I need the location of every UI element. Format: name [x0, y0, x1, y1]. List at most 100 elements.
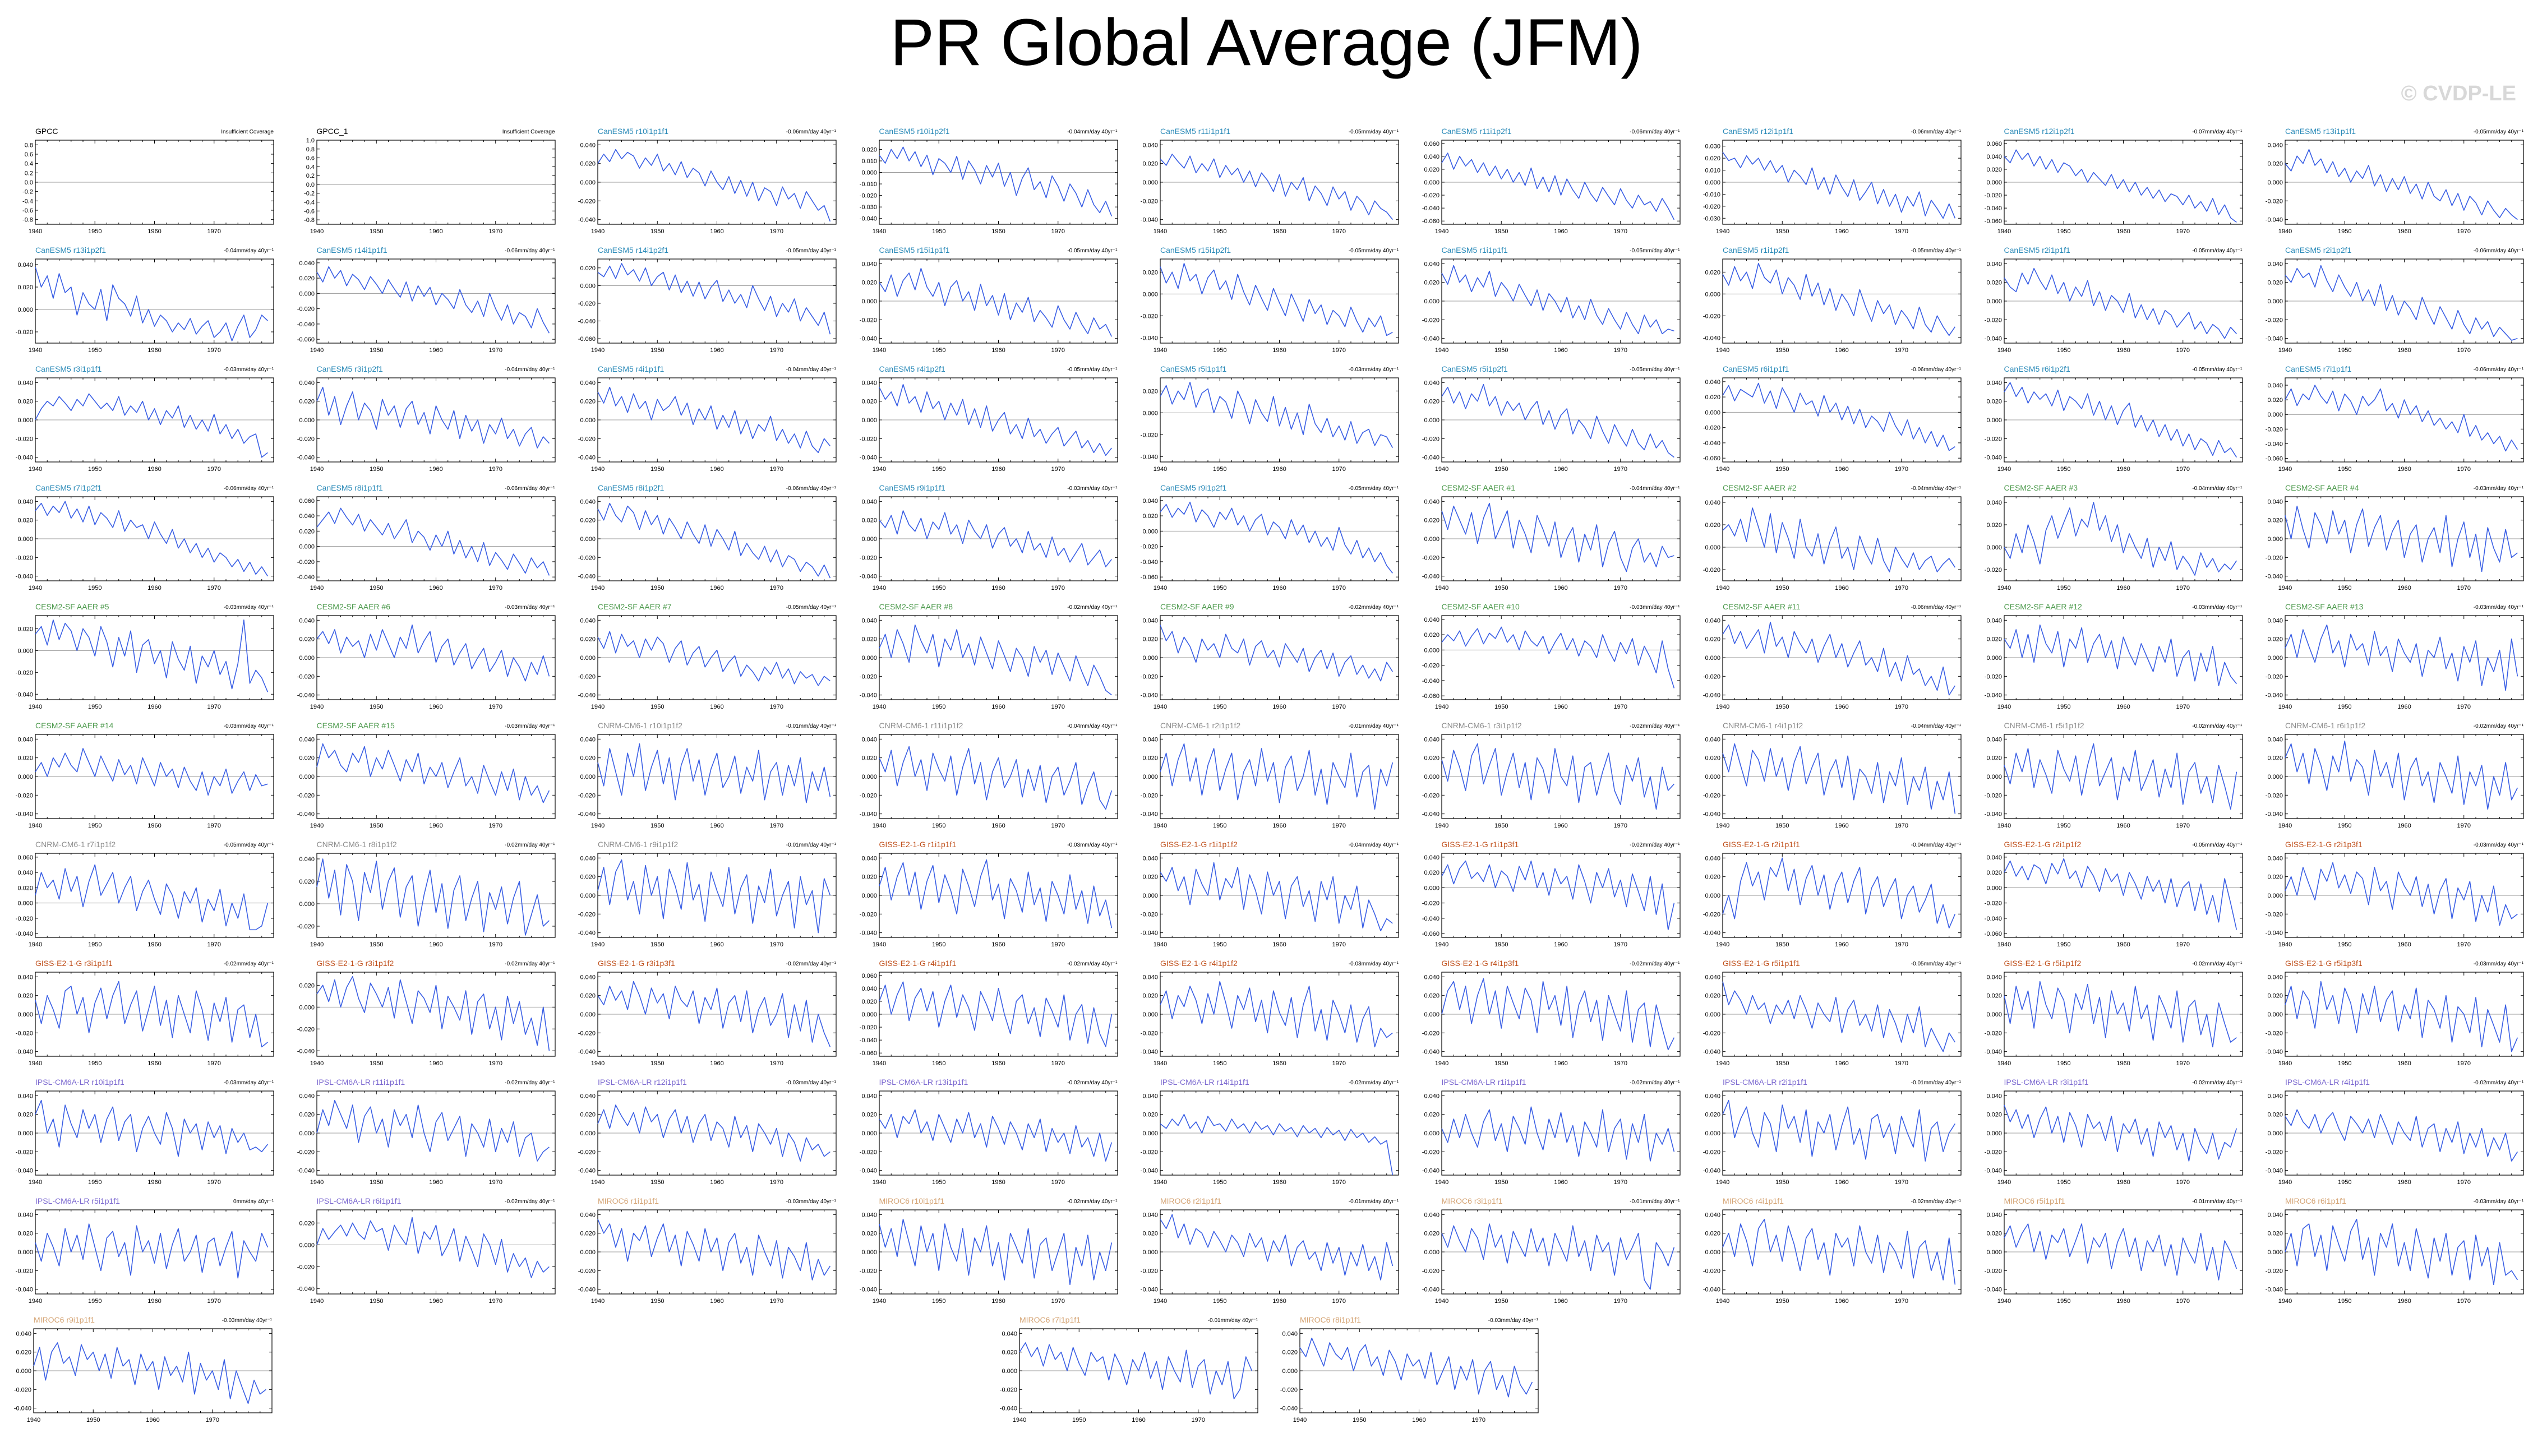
- panel-trend-label: -0.03mm/day 40yr⁻¹: [2473, 961, 2523, 967]
- x-tick-label: 1940: [29, 1060, 42, 1067]
- panel-plot: 0.040 0.020 0.000 -0.020 -0.040 1940 1950 1960 1…: [2266, 140, 2524, 235]
- y-tick-label: 0.020: [1705, 394, 1720, 401]
- y-tick-label: -0.020: [1141, 544, 1158, 551]
- chart-panel: 0.040 0.020 0.000 -0.020 -0.040 -0.060 1940 195…: [1689, 361, 1967, 490]
- y-tick-label: 0.000: [1705, 179, 1720, 186]
- x-tick-label: 1940: [872, 941, 885, 948]
- panel-title: CanESM5 r11i1p1f1: [1160, 127, 1231, 136]
- x-tick-label: 1950: [2057, 585, 2070, 591]
- y-tick-label: 0.020: [861, 146, 877, 153]
- y-tick-label: -0.020: [2266, 1030, 2283, 1037]
- y-tick-label: 0.020: [861, 755, 877, 762]
- panel-trend-label: -0.06mm/day 40yr⁻¹: [786, 486, 836, 492]
- y-tick-label: -0.040: [1422, 678, 1439, 685]
- watermark: © CVDP-LE: [2401, 82, 2516, 105]
- y-tick-label: 0.020: [1705, 993, 1720, 1000]
- panel-title: CESM2-SF AAER #3: [2004, 483, 2078, 492]
- y-tick-label: -0.040: [1984, 916, 2001, 922]
- chart-panel: 0.060 0.040 0.020 0.000 -0.020 -0.040 -0.060 19…: [846, 955, 1123, 1084]
- x-tick-label: 1960: [2116, 704, 2130, 710]
- panel-plot: 0.040 0.020 0.000 -0.020 -0.040 -0.060 1940 195…: [1422, 615, 1681, 710]
- panel-plot: 0.040 0.020 0.000 -0.020 -0.040 1940 1950 1960 1…: [578, 734, 837, 829]
- x-tick-label: 1970: [1613, 585, 1627, 591]
- x-tick-label: 1960: [429, 704, 442, 710]
- x-tick-label: 1940: [1434, 466, 1448, 473]
- x-tick-label: 1940: [1997, 1060, 2010, 1067]
- x-tick-label: 1970: [770, 228, 783, 235]
- y-tick-label: 0.000: [1986, 1011, 2002, 1018]
- y-tick-label: -0.020: [1141, 198, 1158, 205]
- x-tick-label: 1950: [2057, 704, 2070, 710]
- y-tick-label: -0.060: [2266, 455, 2283, 462]
- x-tick-label: 1950: [650, 822, 664, 829]
- series-line: [2285, 740, 2518, 810]
- chart-panel: 0.040 0.020 0.000 -0.020 -0.040 1940 1950 1960 1…: [1689, 836, 1967, 965]
- panel-trend-label: -0.04mm/day 40yr⁻¹: [505, 367, 555, 373]
- panel-trend-label: -0.05mm/day 40yr⁻¹: [1067, 248, 1118, 254]
- y-tick-label: 0.040: [17, 498, 33, 505]
- y-tick-label: -0.040: [297, 574, 314, 581]
- x-tick-label: 1940: [1434, 347, 1448, 354]
- x-tick-label: 1940: [1997, 941, 2010, 948]
- y-tick-label: -0.040: [1984, 1049, 2001, 1056]
- panel-title: CESM2-SF AAER #5: [35, 602, 109, 611]
- y-tick-label: -0.8: [304, 217, 315, 224]
- panel-title: CanESM5 r13i1p1f1: [2285, 127, 2356, 136]
- panel-plot: 0.040 0.020 0.000 -0.020 -0.040 1940 1950 1960 1…: [16, 972, 274, 1067]
- y-tick-label: -0.060: [1422, 931, 1439, 937]
- x-tick-label: 1950: [1494, 822, 1508, 829]
- x-tick-label: 1940: [591, 228, 605, 235]
- plot-frame: [2003, 496, 2243, 581]
- panel-title: CESM2-SF AAER #2: [1723, 483, 1797, 492]
- y-tick-label: -0.040: [1422, 205, 1439, 212]
- x-tick-label: 1940: [1716, 704, 1729, 710]
- panel-trend-label: -0.03mm/day 40yr⁻¹: [223, 367, 274, 373]
- y-tick-label: 0.020: [1142, 636, 1158, 643]
- panel-title: CESM2-SF AAER #1: [1441, 483, 1516, 492]
- x-tick-label: 1950: [1494, 347, 1508, 354]
- x-tick-label: 1970: [2457, 585, 2471, 591]
- panel-trend-label: -0.02mm/day 40yr⁻¹: [2192, 961, 2243, 967]
- y-tick-label: 0.040: [299, 736, 315, 743]
- y-tick-label: 0.020: [580, 161, 596, 168]
- y-tick-label: -0.020: [1141, 1030, 1158, 1037]
- x-tick-label: 1960: [1835, 228, 1848, 235]
- panel-trend-label: -0.01mm/day 40yr⁻¹: [786, 842, 836, 848]
- x-tick-label: 1950: [1775, 585, 1789, 591]
- panel-trend-label: -0.06mm/day 40yr⁻¹: [2473, 367, 2523, 373]
- panel-plot: 0.040 0.020 0.000 -0.020 -0.040 1940 1950 1960 1…: [297, 615, 556, 710]
- y-tick-label: 0.020: [2267, 874, 2283, 881]
- chart-panel: 0.040 0.020 0.000 -0.020 -0.040 1940 1950 1960 1…: [1127, 123, 1404, 252]
- panel-trend-label: -0.06mm/day 40yr⁻¹: [1911, 604, 1961, 611]
- x-tick-label: 1950: [370, 228, 383, 235]
- y-tick-label: -0.040: [859, 692, 876, 699]
- y-tick-label: 0.040: [1424, 498, 1439, 505]
- series-line: [2003, 382, 2237, 458]
- y-tick-label: 0.020: [1142, 269, 1158, 276]
- x-tick-label: 1960: [1554, 822, 1567, 829]
- x-tick-label: 1940: [872, 822, 885, 829]
- y-tick-label: 0.020: [861, 874, 877, 881]
- plot-frame: [35, 615, 274, 700]
- panel-plot: 0.040 0.020 0.000 -0.020 -0.040 1940 1950 1960 1…: [1984, 377, 2243, 473]
- y-tick-label: 0.020: [1705, 636, 1720, 643]
- x-tick-label: 1940: [1154, 1060, 1167, 1067]
- x-tick-label: 1940: [1716, 822, 1729, 829]
- x-tick-label: 1950: [650, 704, 664, 710]
- y-tick-label: -0.040: [1984, 455, 2001, 461]
- x-tick-label: 1950: [1494, 466, 1508, 473]
- y-tick-label: 0.040: [2267, 498, 2283, 505]
- series-line: [35, 748, 268, 796]
- y-tick-label: -0.040: [1422, 811, 1439, 818]
- x-tick-label: 1940: [2278, 466, 2292, 473]
- series-line: [597, 859, 831, 933]
- y-tick-label: -0.060: [1703, 455, 1720, 462]
- panel-trend-label: -0.06mm/day 40yr⁻¹: [223, 486, 274, 492]
- panel-trend-label: -0.03mm/day 40yr⁻¹: [1067, 486, 1118, 492]
- y-tick-label: 0.020: [580, 636, 596, 643]
- y-tick-label: -0.040: [16, 1049, 33, 1056]
- y-tick-label: 0.020: [1424, 993, 1439, 1000]
- x-tick-label: 1970: [1332, 466, 1346, 473]
- y-tick-label: 0.000: [1705, 1011, 1720, 1018]
- x-tick-label: 1970: [2457, 1060, 2471, 1067]
